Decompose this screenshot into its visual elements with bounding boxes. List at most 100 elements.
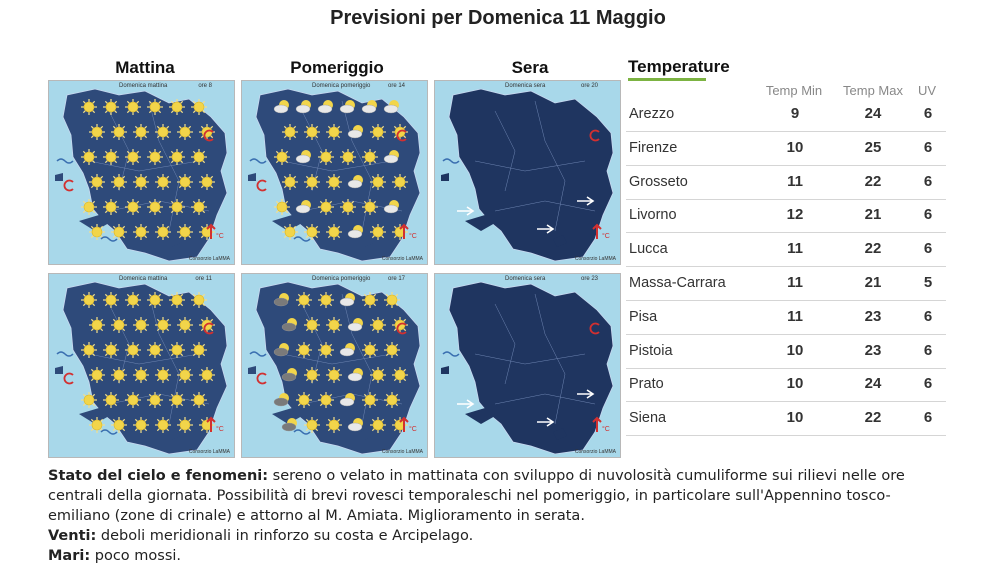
sun-icon	[370, 174, 386, 190]
island-shape	[441, 173, 449, 181]
sun-icon	[155, 317, 171, 333]
island-shape	[553, 428, 567, 440]
temp-min-value: 10	[786, 409, 804, 427]
map-caption: Domenica pomeriggio	[312, 83, 371, 89]
sun-icon	[155, 124, 171, 140]
temp-max-value: 24	[864, 105, 882, 122]
sun-icon	[370, 317, 386, 333]
sun-icon	[296, 392, 312, 408]
sun-icon	[318, 342, 334, 358]
wave-icon	[293, 236, 311, 242]
forecast-map-morning-11[interactable]: °C Domenica mattina ore 11 Consorzio LaMM…	[48, 273, 235, 458]
sun-icon	[282, 174, 298, 190]
island-shape	[167, 235, 181, 247]
sun-icon	[199, 224, 215, 240]
partly-cloudy-icon	[383, 150, 399, 164]
island-shape	[465, 215, 495, 231]
column-heading-afternoon: Pomeriggio	[290, 58, 384, 77]
map-hour: ore 23	[580, 276, 598, 282]
island-shape	[360, 235, 374, 247]
island-shape	[248, 366, 256, 374]
sky-label: Stato del cielo e fenomeni:	[48, 468, 269, 484]
sun-icon	[340, 149, 356, 165]
sun-icon	[103, 199, 119, 215]
uv-value: 6	[923, 409, 933, 427]
map-graphic: °C	[49, 81, 234, 264]
forecast-map-evening-23[interactable]: °C Domenica sera ore 23 Consorzio LaMMA	[434, 273, 621, 458]
forecast-map-evening-20[interactable]: °C Domenica sera ore 20 Consorzio LaMMA	[434, 80, 621, 265]
map-hour: ore 11	[195, 276, 212, 282]
sun-icon	[304, 317, 320, 333]
seas-label: Mari:	[48, 548, 91, 564]
partly-cloudy-icon	[273, 100, 289, 114]
temperature-trend-icon: °C	[592, 416, 610, 433]
partly-cloudy-icon	[295, 200, 311, 214]
forecast-map-afternoon-17[interactable]: °C Domenica pomeriggio ore 17 Consorzio L…	[241, 273, 428, 458]
sun-icon	[191, 99, 207, 115]
temperature-row-firenze: Firenze 10 25 6	[626, 132, 946, 166]
sun-icon	[125, 149, 141, 165]
seas-text: poco mossi.	[94, 548, 182, 564]
wind-swirl-icon	[63, 179, 74, 192]
map-credit: Consorzio LaMMA	[574, 256, 616, 262]
wind-swirl-icon	[396, 129, 407, 142]
sun-icon	[81, 199, 97, 215]
wave-icon	[249, 351, 267, 357]
temp-min-value: 12	[786, 206, 804, 224]
header-uv: UV	[917, 83, 937, 98]
sun-icon	[326, 317, 342, 333]
sun-icon	[103, 149, 119, 165]
partly-cloudy-icon	[339, 393, 355, 407]
wave-icon	[249, 158, 267, 164]
sun-icon	[103, 292, 119, 308]
weather-symbols	[273, 292, 408, 433]
sun-icon	[370, 124, 386, 140]
temp-min-value: 9	[790, 105, 800, 122]
temperature-heading-underline	[628, 78, 706, 81]
sun-icon	[155, 417, 171, 433]
sun-icon	[147, 342, 163, 358]
temperature-row-siena: Siena 10 22 6	[626, 402, 946, 437]
sun-icon	[392, 174, 408, 190]
sun-icon	[199, 367, 215, 383]
sun-icon	[103, 342, 119, 358]
sun-icon	[177, 224, 193, 240]
wind-swirl-icon	[589, 129, 600, 142]
forecast-map-morning-8[interactable]: °C Domenica mattina ore 8 Consorzio LaMMA	[48, 80, 235, 265]
temp-max-value: 21	[864, 274, 882, 291]
forecast-map-afternoon-14[interactable]: °C Domenica pomeriggio ore 14 Consorzio L…	[241, 80, 428, 265]
sun-icon	[362, 199, 378, 215]
sun-icon	[177, 124, 193, 140]
sun-icon	[370, 367, 386, 383]
sun-icon	[89, 174, 105, 190]
island-shape	[248, 173, 256, 181]
temp-min-value: 10	[786, 138, 804, 156]
sun-icon	[133, 367, 149, 383]
sun-icon	[81, 342, 97, 358]
map-caption: Domenica sera	[505, 276, 546, 282]
svg-text:°C: °C	[409, 425, 417, 433]
temp-max-value: 22	[864, 409, 882, 427]
map-hour: ore 8	[198, 83, 212, 89]
svg-text:°C: °C	[602, 425, 610, 433]
storm-cloud-icon	[281, 368, 297, 382]
partly-cloudy-icon	[339, 100, 355, 114]
wave-icon	[100, 429, 118, 435]
city-name: Lucca	[629, 241, 668, 258]
map-graphic: °C	[435, 274, 620, 457]
sun-icon	[191, 149, 207, 165]
sun-icon	[155, 174, 171, 190]
city-name: Grosseto	[629, 173, 688, 190]
sun-icon	[133, 317, 149, 333]
temp-max-value: 24	[864, 375, 882, 393]
forecast-description: Stato del cielo e fenomeni: sereno o vel…	[48, 466, 948, 566]
partly-cloudy-icon	[347, 125, 363, 139]
map-caption: Domenica sera	[505, 83, 546, 89]
winds-text: deboli meridionali in rinforzo su costa …	[100, 528, 474, 544]
sun-icon	[155, 367, 171, 383]
svg-text:°C: °C	[409, 232, 417, 240]
map-hour: ore 20	[580, 83, 598, 89]
sun-icon	[191, 292, 207, 308]
partly-cloudy-icon	[383, 200, 399, 214]
temp-max-value: 21	[864, 206, 882, 224]
